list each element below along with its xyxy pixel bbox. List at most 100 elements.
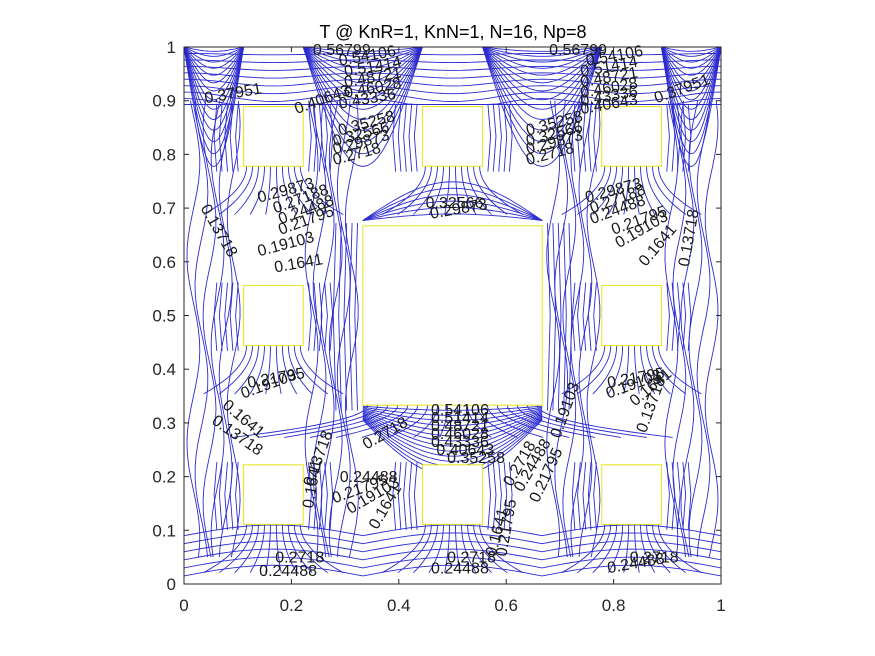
contour-line — [657, 524, 702, 574]
contour-label: 0.2718 — [447, 550, 496, 567]
contour-line — [302, 47, 423, 69]
contour-line — [593, 282, 597, 351]
contour-line — [482, 47, 602, 57]
contour-line — [387, 405, 429, 438]
contour-line — [362, 415, 543, 457]
contour-line — [640, 345, 656, 395]
contour-label: 0.51414 — [431, 410, 489, 427]
obstacle — [421, 464, 484, 525]
contour-line — [563, 223, 567, 411]
contour-line — [381, 166, 426, 215]
contour-line — [218, 462, 223, 530]
contour-line — [329, 103, 334, 172]
contour-line — [492, 462, 497, 530]
contour-label: 0.1641 — [273, 251, 324, 276]
contour-line — [492, 103, 497, 172]
contour-line — [362, 200, 543, 221]
contour-line — [226, 100, 241, 558]
contour-line — [508, 103, 513, 172]
contour-label: 0.56799 — [313, 42, 371, 59]
contour-line — [202, 100, 217, 558]
contour-line — [634, 524, 640, 573]
contour-line — [397, 462, 402, 530]
contour-line — [362, 406, 543, 416]
contour-line — [661, 47, 721, 57]
contour-line — [302, 47, 423, 120]
contour-line — [661, 47, 721, 84]
contour-line — [299, 345, 344, 395]
contour-line — [303, 47, 423, 57]
contour-line — [293, 166, 328, 215]
y-tick-label: 0.7 — [152, 199, 176, 218]
y-tick-label: 0.9 — [152, 92, 176, 111]
contour-line — [313, 103, 318, 172]
contour-line — [577, 524, 612, 574]
contour-line — [455, 166, 461, 215]
contour-line — [640, 166, 656, 215]
contour-line — [362, 194, 543, 221]
contour-line — [498, 462, 502, 530]
contour-label: 0.24488 — [606, 550, 666, 577]
contour-line — [275, 345, 282, 394]
contour-line — [652, 524, 687, 574]
contour-line — [482, 47, 603, 143]
contour-line — [661, 47, 721, 69]
contour-line — [660, 47, 721, 155]
contour-line — [213, 462, 218, 530]
contour-line — [287, 345, 313, 395]
contour-label: 0.40643 — [436, 442, 494, 459]
contour-line — [687, 462, 692, 530]
contour-line — [229, 103, 234, 172]
contour-label: 0.21795 — [493, 498, 520, 558]
contour-line — [308, 103, 312, 172]
obstacle — [421, 106, 484, 167]
contour-line — [348, 223, 353, 411]
contour-line — [293, 524, 328, 574]
contour-line — [302, 47, 423, 155]
contour-line — [381, 524, 426, 574]
contour-line — [312, 100, 327, 558]
contour-line — [213, 103, 218, 172]
contour-line — [218, 103, 223, 172]
contour-line — [229, 282, 234, 351]
y-tick-label: 0.6 — [152, 253, 176, 272]
contour-line — [299, 524, 344, 574]
contour-line — [666, 282, 670, 351]
contour-line — [664, 100, 679, 558]
contour-line — [329, 462, 334, 530]
contour-line — [234, 345, 259, 395]
contour-line — [302, 47, 423, 110]
contour-line — [666, 103, 670, 172]
contour-line — [592, 524, 618, 574]
contour-line — [234, 524, 259, 574]
contour-line — [224, 103, 228, 172]
contour-line — [704, 100, 719, 558]
contour-line — [562, 100, 577, 558]
contour-line — [408, 462, 413, 530]
contour-line — [362, 416, 543, 462]
contour-line — [184, 72, 721, 79]
contour-label: 0.24488 — [259, 563, 317, 580]
x-tick-label: 0.4 — [387, 596, 411, 615]
contour-line — [184, 540, 721, 553]
contour-line — [203, 524, 248, 574]
chart-title: T @ KnR=1, KnN=1, N=16, Np=8 — [319, 22, 586, 42]
contour-line — [444, 166, 450, 215]
contour-line — [343, 223, 348, 411]
contour-line — [275, 166, 282, 215]
contour-label: 0.24488 — [431, 560, 489, 577]
contour-label: 0.32566 — [426, 195, 484, 212]
contour-line — [461, 524, 477, 573]
contour-line — [265, 166, 271, 215]
contour-line — [587, 282, 592, 351]
x-tick-label: 0.6 — [494, 596, 518, 615]
contour-line — [646, 524, 671, 574]
contour-line — [677, 103, 681, 172]
contour-line — [607, 524, 624, 573]
contour-line — [498, 103, 502, 172]
contour-line — [184, 47, 244, 57]
contour-line — [318, 103, 323, 172]
contour-line — [218, 282, 223, 351]
contour-line — [184, 59, 721, 64]
contour-line — [184, 47, 245, 110]
